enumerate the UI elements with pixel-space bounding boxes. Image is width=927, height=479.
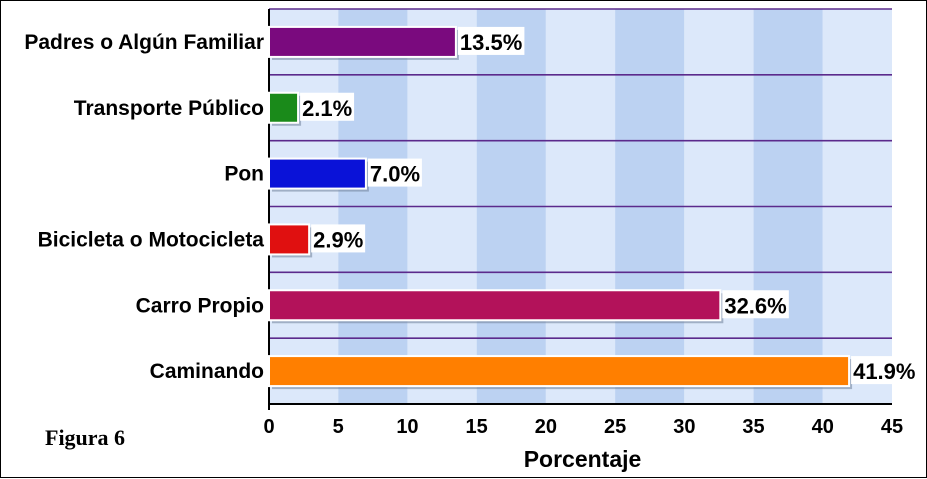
bar [268,91,300,124]
bar [268,355,851,388]
bar [268,223,311,256]
category-label: Pon [224,163,264,186]
value-label-background [367,158,422,187]
category-label: Padres o Algún Familiar [24,31,264,54]
category-label: Bicicleta o Motocicleta [38,228,265,251]
value-label-background [851,356,918,385]
category-labels: Padres o Algún Familiar Transporte Públic… [24,31,264,383]
category-label: Carro Propio [136,294,264,317]
figure-caption: Figura 6 [45,425,126,450]
value-label: 13.5% [460,30,522,55]
x-axis-title: Porcentaje [524,446,642,472]
value-label: 7.0% [370,162,420,187]
value-label: 2.1% [302,96,352,121]
x-tick-label: 5 [333,416,344,438]
value-label: 32.6% [724,293,786,318]
x-tick-label: 30 [673,416,695,438]
value-label-background [311,224,366,253]
x-tick-label: 20 [535,416,557,438]
value-label: 41.9% [853,359,915,384]
value-label: 2.9% [313,227,363,252]
x-tick-labels: 0 5 10 15 20 25 30 35 40 45 [263,416,903,438]
value-label-background [457,26,525,55]
axes [268,9,892,410]
bar [268,157,367,190]
bars [268,25,853,390]
x-tick-label: 35 [742,416,764,438]
x-tick-label: 15 [466,416,488,438]
x-tick-label: 45 [881,416,903,438]
value-label-background [722,290,789,319]
bar [268,25,457,58]
category-label: Transporte Público [74,97,264,120]
value-label-background [300,92,355,121]
x-tick-label: 10 [396,416,418,438]
x-tick-label: 40 [812,416,834,438]
x-tick-label: 0 [263,416,274,438]
x-tick-label: 25 [604,416,626,438]
value-labels: 13.5% 2.1% 7.0% 2.9% 32.6% 41.9% [300,26,918,385]
category-label: Caminando [150,360,264,383]
bar [268,289,722,322]
